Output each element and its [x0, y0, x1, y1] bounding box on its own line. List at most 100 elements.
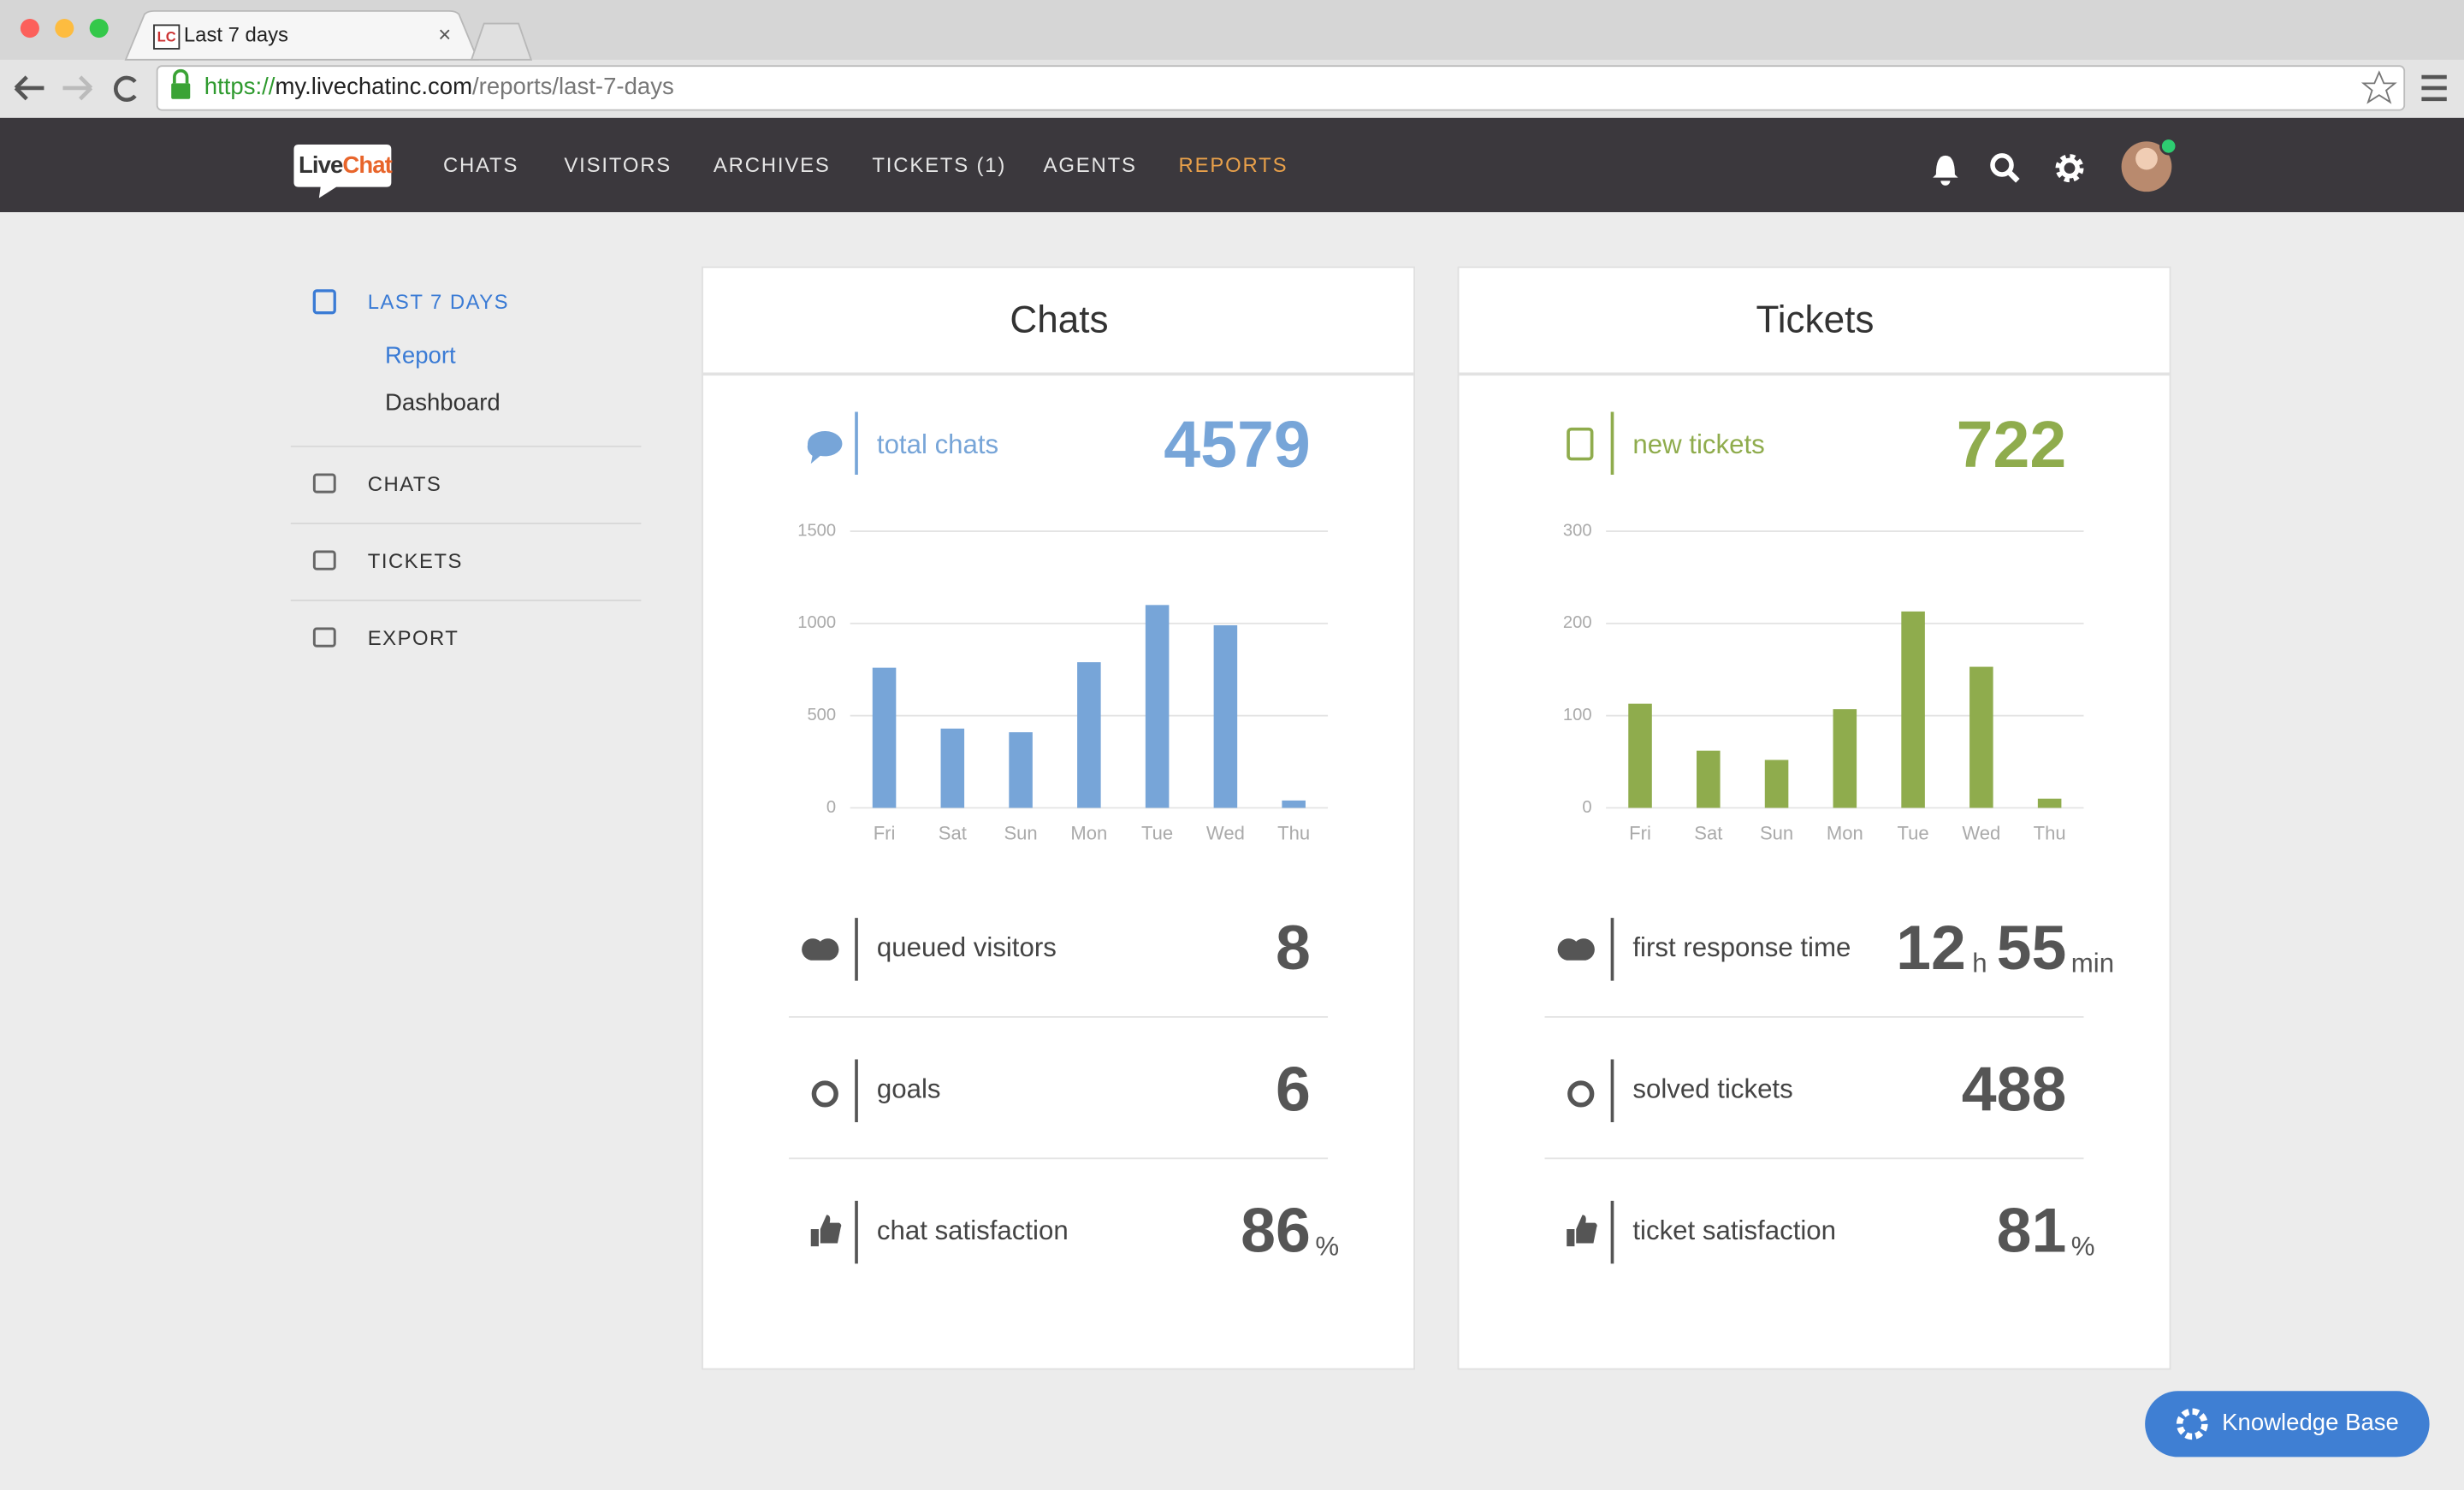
settings-icon-ring: [2059, 157, 2080, 179]
nav-item[interactable]: CHATS: [443, 154, 518, 177]
sidebar-item[interactable]: CHATS: [368, 473, 441, 496]
search-icon-handle: [2006, 169, 2020, 183]
stat-unit: h: [1972, 949, 1987, 979]
nav-item[interactable]: AGENTS: [1044, 154, 1137, 177]
status-dot: [2159, 137, 2178, 156]
stat-value: 488: [1962, 1053, 2067, 1124]
bar: [1833, 709, 1857, 808]
forward-button[interactable]: [62, 75, 93, 101]
panel: Tickets new tickets 722 0 100 200 300 Fri Sat Sun…: [1457, 266, 2171, 1370]
nav-items: CHATS VISITORS ARCHIVES TICKETS (1) AGENTS RE…: [443, 154, 1288, 177]
nav-item[interactable]: TICKETS (1): [872, 154, 1006, 177]
bar: [2037, 798, 2062, 808]
sidebar-item[interactable]: EXPORT: [368, 627, 459, 650]
settings-icon[interactable]: [2055, 154, 2084, 183]
stat-value: 55: [1997, 912, 2067, 983]
back-button[interactable]: [14, 75, 44, 101]
minimize-button[interactable]: [55, 19, 74, 38]
tab-icon-box: [153, 24, 181, 50]
logo-chat: Chat: [342, 151, 392, 178]
nav-item[interactable]: REPORTS: [1179, 154, 1288, 177]
panel: Chats total chats 4579 0 500 1000 1500 Fri Sat Su…: [702, 266, 1415, 1370]
url: https://my.livechatinc.com/reports/last-…: [204, 73, 674, 99]
stat-label: first response time: [1632, 932, 1851, 962]
url-path: /reports/last-7-days: [472, 73, 674, 99]
x-tick-label: Fri: [1629, 823, 1651, 844]
nav-item[interactable]: ARCHIVES: [714, 154, 831, 177]
sidebar-link[interactable]: Dashboard: [385, 389, 500, 416]
address-bar[interactable]: [156, 65, 2406, 111]
help-button[interactable]: [2145, 1391, 2430, 1457]
y-tick-label: 300: [1563, 521, 1592, 540]
tab[interactable]: [124, 9, 479, 61]
x-tick-label: Wed: [1962, 823, 2000, 844]
bar: [1145, 605, 1170, 808]
sidebar-section[interactable]: LAST 7 DAYS: [368, 291, 509, 314]
x-tick-label: Thu: [1277, 823, 1310, 844]
stat-label: ticket satisfaction: [1632, 1215, 1836, 1245]
lock-shackle: [173, 68, 189, 84]
top-nav: [0, 117, 2464, 213]
headline-label: total chats: [877, 429, 998, 459]
headline-value: 4579: [1164, 408, 1311, 482]
bar: [1901, 611, 1925, 808]
bookmark-star[interactable]: [2360, 70, 2397, 104]
x-tick-label: Mon: [1827, 823, 1863, 844]
sidebar-items: CHATS TICKETS EXPORT: [290, 445, 642, 650]
help-label: Knowledge Base: [2222, 1409, 2399, 1435]
stat-label: goals: [877, 1074, 941, 1104]
x-tick-label: Mon: [1070, 823, 1107, 844]
headline-icon: [807, 431, 843, 464]
reload-button[interactable]: [113, 75, 137, 102]
url-host: my.livechatinc.com: [275, 73, 472, 99]
tab-close[interactable]: ×: [438, 23, 451, 47]
stat-value: 86: [1241, 1195, 1311, 1266]
stat-icon: [811, 1080, 838, 1108]
sidebar-icon: [312, 473, 336, 494]
y-tick-label: 1500: [797, 521, 836, 540]
bar: [872, 667, 897, 808]
stat-unit: min: [2071, 949, 2114, 979]
stat-value: 81: [1997, 1195, 2067, 1266]
x-tick-label: Tue: [1141, 823, 1173, 844]
search-icon[interactable]: [1990, 153, 2014, 177]
stat-icon: [1567, 1080, 1595, 1108]
x-tick-label: Tue: [1898, 823, 1929, 844]
stat-unit: %: [1315, 1231, 1339, 1261]
tab-title: Last 7 days: [184, 24, 288, 47]
x-tick-label: Sat: [1694, 823, 1722, 844]
panel-card: [1457, 266, 2171, 1370]
logo-bubble[interactable]: [293, 145, 392, 198]
sidebar-item[interactable]: TICKETS: [368, 550, 463, 573]
zoom-button[interactable]: [89, 19, 109, 38]
notifications-icon[interactable]: [1933, 155, 1958, 186]
stat-label: chat satisfaction: [877, 1215, 1069, 1245]
new-tab[interactable]: [470, 22, 533, 61]
x-tick-label: Sat: [939, 823, 967, 844]
y-tick-label: 100: [1563, 706, 1592, 724]
bar: [940, 728, 965, 808]
x-tick-label: Thu: [2034, 823, 2066, 844]
x-tick-label: Sun: [1760, 823, 1793, 844]
nav-item[interactable]: VISITORS: [564, 154, 672, 177]
x-tick-label: Wed: [1206, 823, 1245, 844]
bar: [1077, 662, 1101, 808]
bar: [1969, 666, 1993, 808]
headline-label: new tickets: [1632, 429, 1764, 459]
menu-button[interactable]: [2421, 74, 2447, 102]
bar: [1764, 760, 1789, 808]
logo-live: Live: [299, 151, 343, 178]
calendar-icon: [312, 289, 336, 315]
x-tick-label: Sun: [1004, 823, 1037, 844]
sidebar-link[interactable]: Report: [385, 341, 456, 368]
y-tick-label: 1000: [797, 613, 836, 632]
stat-value: 8: [1276, 912, 1311, 983]
stat-icon: [802, 938, 839, 961]
tab-icon: LC: [157, 28, 176, 44]
sidebar-icon: [312, 627, 336, 647]
close-button[interactable]: [20, 19, 39, 38]
stat-icon: [1557, 938, 1595, 961]
